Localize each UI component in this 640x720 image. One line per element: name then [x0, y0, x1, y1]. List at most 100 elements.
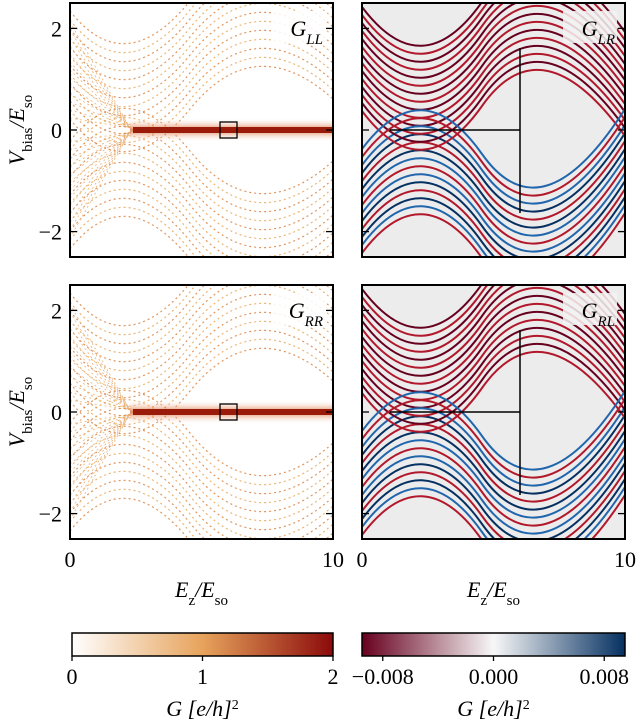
nonlocal-resonance: [362, 390, 625, 471]
conductance-resonance: [70, 285, 197, 336]
nonlocal-resonance: [362, 422, 625, 503]
conductance-resonance: [70, 131, 131, 175]
nonlocal-resonance: [362, 462, 625, 539]
nonlocal-resonance: [362, 343, 625, 425]
y-axis-label-part: /E: [4, 108, 29, 130]
conductance-resonance: [70, 479, 333, 539]
zero-bias-peak: [133, 127, 333, 133]
conductance-resonance: [70, 152, 333, 240]
conductance-resonance: [70, 425, 333, 513]
conductance-resonance: [70, 170, 333, 257]
nonlocal-resonance: [362, 285, 625, 345]
heatmap-image: [70, 3, 333, 257]
conductance-resonance: [70, 311, 131, 411]
conductance-resonance: [70, 45, 131, 129]
nonlocal-resonance: [362, 108, 625, 189]
panel-title-part: LL: [305, 32, 323, 48]
x-axis-label-part: so: [507, 593, 520, 609]
conductance-resonance: [70, 303, 131, 411]
nonlocal-resonance: [362, 486, 625, 539]
nonlocal-resonance: [362, 29, 625, 111]
nonlocal-resonance: [362, 430, 625, 511]
conductance-resonance: [70, 29, 333, 117]
title-background: [271, 293, 325, 325]
conductance-resonance: [70, 443, 333, 531]
nonlocal-resonance: [362, 311, 625, 393]
conductance-resonance: [70, 285, 333, 363]
y-tick-label: 0: [51, 118, 62, 143]
conductance-resonance: [70, 367, 131, 411]
conductance-resonance: [70, 3, 333, 90]
conductance-resonance: [70, 197, 333, 257]
y-axis-label-part: /E: [4, 390, 29, 412]
nonlocal-resonance: [362, 454, 625, 535]
x-axis-label-part: z: [480, 593, 487, 609]
nonlocal-resonance: [362, 132, 625, 213]
panel-title: GRL: [582, 298, 615, 330]
heatmap-image: [70, 285, 333, 539]
nonlocal-resonance: [362, 327, 625, 409]
conductance-resonance: [70, 131, 131, 239]
nonlocal-resonance: [362, 148, 625, 229]
conductance-resonance: [70, 293, 333, 381]
conductance-resonance: [70, 398, 333, 486]
conductance-resonance: [70, 285, 333, 345]
nonlocal-resonance: [362, 285, 625, 353]
conductance-resonance: [70, 131, 131, 207]
conductance-resonance: [70, 85, 131, 129]
x-axis-label-part: /E: [193, 577, 215, 602]
conductance-resonance: [70, 206, 197, 257]
y-tick-label: −2: [39, 220, 62, 245]
conductance-resonance: [70, 413, 131, 441]
x-axis-label-part: z: [188, 593, 195, 609]
panel-title: GRR: [289, 298, 323, 330]
conductance-resonance: [70, 131, 131, 159]
conductance-resonance: [70, 131, 131, 191]
conductance-resonance: [70, 3, 333, 72]
conductance-resonance: [70, 434, 333, 522]
panel-title-part: RL: [596, 314, 615, 330]
conductance-resonance: [70, 311, 333, 399]
panel-title-part: G: [289, 298, 305, 323]
title-background: [563, 11, 617, 43]
nonlocal-resonance: [362, 188, 625, 257]
nonlocal-resonance: [362, 140, 625, 221]
conductance-resonance: [70, 470, 333, 539]
title-background: [563, 293, 617, 325]
panel-title: GLL: [290, 16, 323, 48]
y-tick-label: 2: [51, 298, 62, 323]
conductance-resonance: [70, 413, 131, 457]
panel-title-part: RR: [304, 314, 323, 330]
conductance-resonance: [70, 413, 131, 521]
conductance-resonance: [70, 77, 131, 129]
y-axis-label-part: V: [4, 431, 29, 447]
conductance-resonance: [70, 359, 131, 411]
nonlocal-resonance: [362, 3, 625, 71]
conductance-resonance: [70, 407, 333, 495]
conductance-resonance: [70, 351, 131, 411]
x-tick-label: 0: [65, 547, 76, 572]
colorbar-tick-label: 0.008: [579, 664, 629, 689]
conductance-resonance: [70, 29, 131, 129]
conductance-resonance: [70, 37, 131, 129]
conductance-resonance: [70, 461, 333, 539]
conductance-resonance: [70, 101, 131, 129]
nonlocal-resonance: [362, 335, 625, 417]
colorbar-tick-label: 0.000: [469, 664, 519, 689]
nonlocal-resonance: [362, 438, 625, 519]
x-tick-label: 10: [614, 547, 636, 572]
marker-box: [219, 121, 238, 139]
y-axis-label-part: V: [4, 149, 29, 165]
y-axis-label-part: so: [20, 95, 36, 108]
conductance-resonance: [70, 131, 131, 223]
panel-title-part: G: [582, 16, 598, 41]
conductance-resonance: [70, 143, 333, 231]
colorbar-tick-label: −0.008: [352, 664, 414, 689]
conductance-resonance: [70, 413, 131, 465]
nonlocal-resonance: [362, 478, 625, 539]
conductance-resonance: [70, 53, 131, 129]
y-axis-label-part: bias: [20, 409, 36, 433]
nonlocal-resonance: [362, 164, 625, 245]
title-background: [271, 11, 325, 43]
